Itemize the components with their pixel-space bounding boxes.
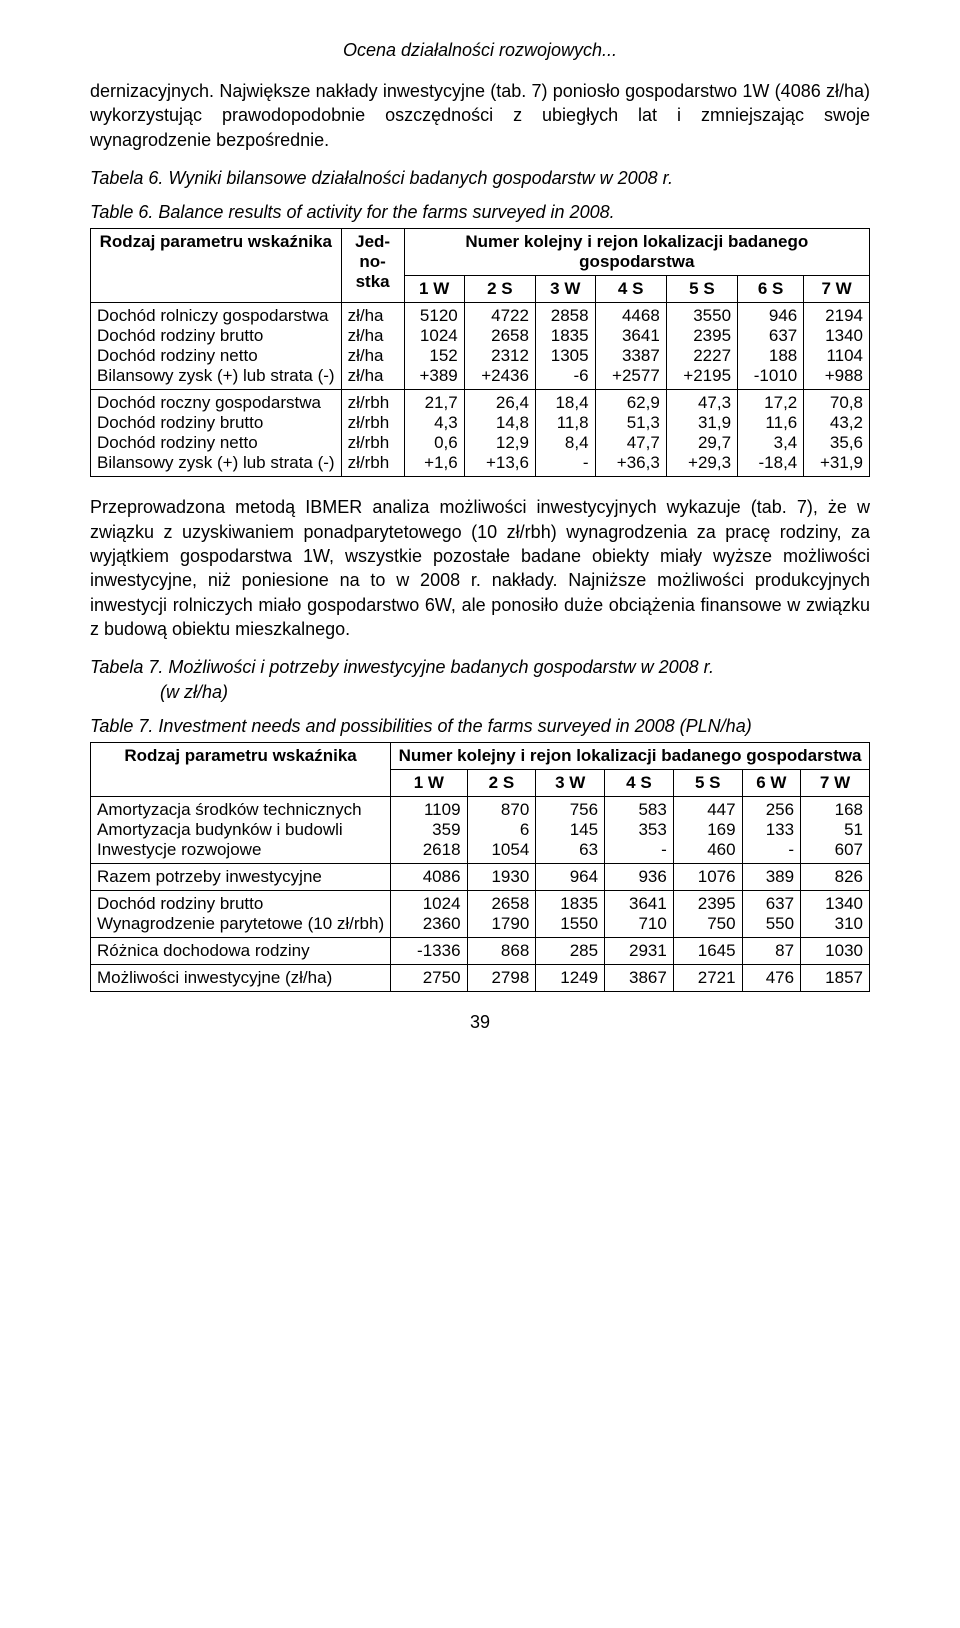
t6-rowlabels: Dochód rolniczy gospodarstwaDochód rodzi…: [91, 303, 342, 390]
t6-cell-6: 70,843,235,6+31,9: [804, 390, 870, 477]
table7-caption-pl: Tabela 7. Możliwości i potrzeby inwestyc…: [90, 655, 870, 704]
t7-sum-c2: 964: [536, 864, 605, 891]
t7-block1-c4: 447169460: [673, 797, 742, 864]
table6-caption-en-text: Table 6. Balance results of activity for…: [90, 202, 615, 222]
table7-caption-en-text: Table 7. Investment needs and possibilit…: [90, 716, 752, 736]
t7-final-c5: 476: [742, 965, 801, 992]
t6-cell-1: 472226582312+2436: [464, 303, 535, 390]
t7-block1-c1: 87061054: [467, 797, 536, 864]
t7-header-param: Rodzaj parametru wskaźnika: [91, 743, 391, 797]
t6-cell-0: 21,74,30,6+1,6: [404, 390, 464, 477]
t7-col-5: 6 W: [742, 770, 801, 797]
t6-col-0: 1 W: [404, 276, 464, 303]
t7-diff-c2: 285: [536, 938, 605, 965]
t7-block2-labels: Dochód rodziny bruttoWynagrodzenie paryt…: [91, 891, 391, 938]
t7-col-1: 2 S: [467, 770, 536, 797]
t7-col-3: 4 S: [605, 770, 674, 797]
t7-diff-c3: 2931: [605, 938, 674, 965]
t7-sum-c4: 1076: [673, 864, 742, 891]
t7-block1-c2: 75614563: [536, 797, 605, 864]
t7-block1-c0: 11093592618: [391, 797, 467, 864]
t6-header-group: Numer kolejny i rejon lokalizacji badane…: [404, 229, 869, 276]
running-head: Ocena działalności rozwojowych...: [90, 40, 870, 61]
table6-caption-en: Table 6. Balance results of activity for…: [90, 200, 870, 224]
t6-col-3: 4 S: [595, 276, 666, 303]
t6-col-6: 7 W: [804, 276, 870, 303]
t6-cell-3: 62,951,347,7+36,3: [595, 390, 666, 477]
table7-caption-pl-line1: Tabela 7. Możliwości i potrzeby inwestyc…: [90, 657, 714, 677]
t7-block2-c1: 26581790: [467, 891, 536, 938]
t6-rowunits: zł/hazł/hazł/hazł/ha: [341, 303, 404, 390]
t7-final-c6: 1857: [801, 965, 870, 992]
table6-caption-pl: Tabela 6. Wyniki bilansowe działalności …: [90, 166, 870, 190]
t6-cell-2: 285818351305-6: [535, 303, 595, 390]
table7-caption-pl-line2: (w zł/ha): [90, 682, 228, 702]
paragraph-2: Przeprowadzona metodą IBMER analiza możl…: [90, 495, 870, 641]
t6-col-1: 2 S: [464, 276, 535, 303]
t7-block2-c3: 3641710: [605, 891, 674, 938]
t6-col-5: 6 S: [738, 276, 804, 303]
page-number: 39: [90, 1012, 870, 1033]
t7-block1-labels: Amortyzacja środków technicznychAmortyza…: [91, 797, 391, 864]
t7-final-c0: 2750: [391, 965, 467, 992]
t7-col-2: 3 W: [536, 770, 605, 797]
t7-col-6: 7 W: [801, 770, 870, 797]
t7-diff-c1: 868: [467, 938, 536, 965]
t7-diff-c5: 87: [742, 938, 801, 965]
t6-cell-1: 26,414,812,9+13,6: [464, 390, 535, 477]
t6-cell-0: 51201024152+389: [404, 303, 464, 390]
t7-col-0: 1 W: [391, 770, 467, 797]
t6-col-4: 5 S: [666, 276, 737, 303]
t7-diff-label: Różnica dochodowa rodziny: [91, 938, 391, 965]
t6-rowunits: zł/rbhzł/rbhzł/rbhzł/rbh: [341, 390, 404, 477]
t7-final-c4: 2721: [673, 965, 742, 992]
t7-sum-c0: 4086: [391, 864, 467, 891]
t6-cell-4: 47,331,929,7+29,3: [666, 390, 737, 477]
t6-rowlabels: Dochód roczny gospodarstwaDochód rodziny…: [91, 390, 342, 477]
table7-caption-en: Table 7. Investment needs and possibilit…: [90, 714, 870, 738]
t6-col-2: 3 W: [535, 276, 595, 303]
t6-cell-2: 18,411,88,4-: [535, 390, 595, 477]
t7-diff-c6: 1030: [801, 938, 870, 965]
t7-block2-c6: 1340310: [801, 891, 870, 938]
page: Ocena działalności rozwojowych... derniz…: [0, 0, 960, 1073]
t7-final-c1: 2798: [467, 965, 536, 992]
paragraph-1: dernizacyjnych. Największe nakłady inwes…: [90, 79, 870, 152]
t7-block2-c0: 10242360: [391, 891, 467, 938]
t7-diff-c4: 1645: [673, 938, 742, 965]
t7-final-c2: 1249: [536, 965, 605, 992]
t7-block2-c4: 2395750: [673, 891, 742, 938]
t7-block2-c2: 18351550: [536, 891, 605, 938]
t7-sum-c5: 389: [742, 864, 801, 891]
t6-cell-6: 219413401104+988: [804, 303, 870, 390]
t6-cell-5: 946637188-1010: [738, 303, 804, 390]
t7-header-group: Numer kolejny i rejon lokalizacji badane…: [391, 743, 870, 770]
table-6: Rodzaj parametru wskaźnikaJed-no-stkaNum…: [90, 228, 870, 477]
t7-sum-label: Razem potrzeby inwestycyjne: [91, 864, 391, 891]
t7-block2-c5: 637550: [742, 891, 801, 938]
t7-final-label: Możliwości inwestycyjne (zł/ha): [91, 965, 391, 992]
t7-col-4: 5 S: [673, 770, 742, 797]
t7-final-c3: 3867: [605, 965, 674, 992]
t7-block1-c5: 256133-: [742, 797, 801, 864]
t7-diff-c0: -1336: [391, 938, 467, 965]
t7-sum-c1: 1930: [467, 864, 536, 891]
t6-header-param: Rodzaj parametru wskaźnika: [91, 229, 342, 303]
table6-caption-pl-text: Tabela 6. Wyniki bilansowe działalności …: [90, 168, 673, 188]
table-7: Rodzaj parametru wskaźnikaNumer kolejny …: [90, 742, 870, 992]
t6-cell-5: 17,211,63,4-18,4: [738, 390, 804, 477]
t7-sum-c6: 826: [801, 864, 870, 891]
t6-cell-3: 446836413387+2577: [595, 303, 666, 390]
t6-header-unit: Jed-no-stka: [341, 229, 404, 303]
t7-block1-c6: 16851607: [801, 797, 870, 864]
t6-cell-4: 355023952227+2195: [666, 303, 737, 390]
t7-sum-c3: 936: [605, 864, 674, 891]
t7-block1-c3: 583353-: [605, 797, 674, 864]
